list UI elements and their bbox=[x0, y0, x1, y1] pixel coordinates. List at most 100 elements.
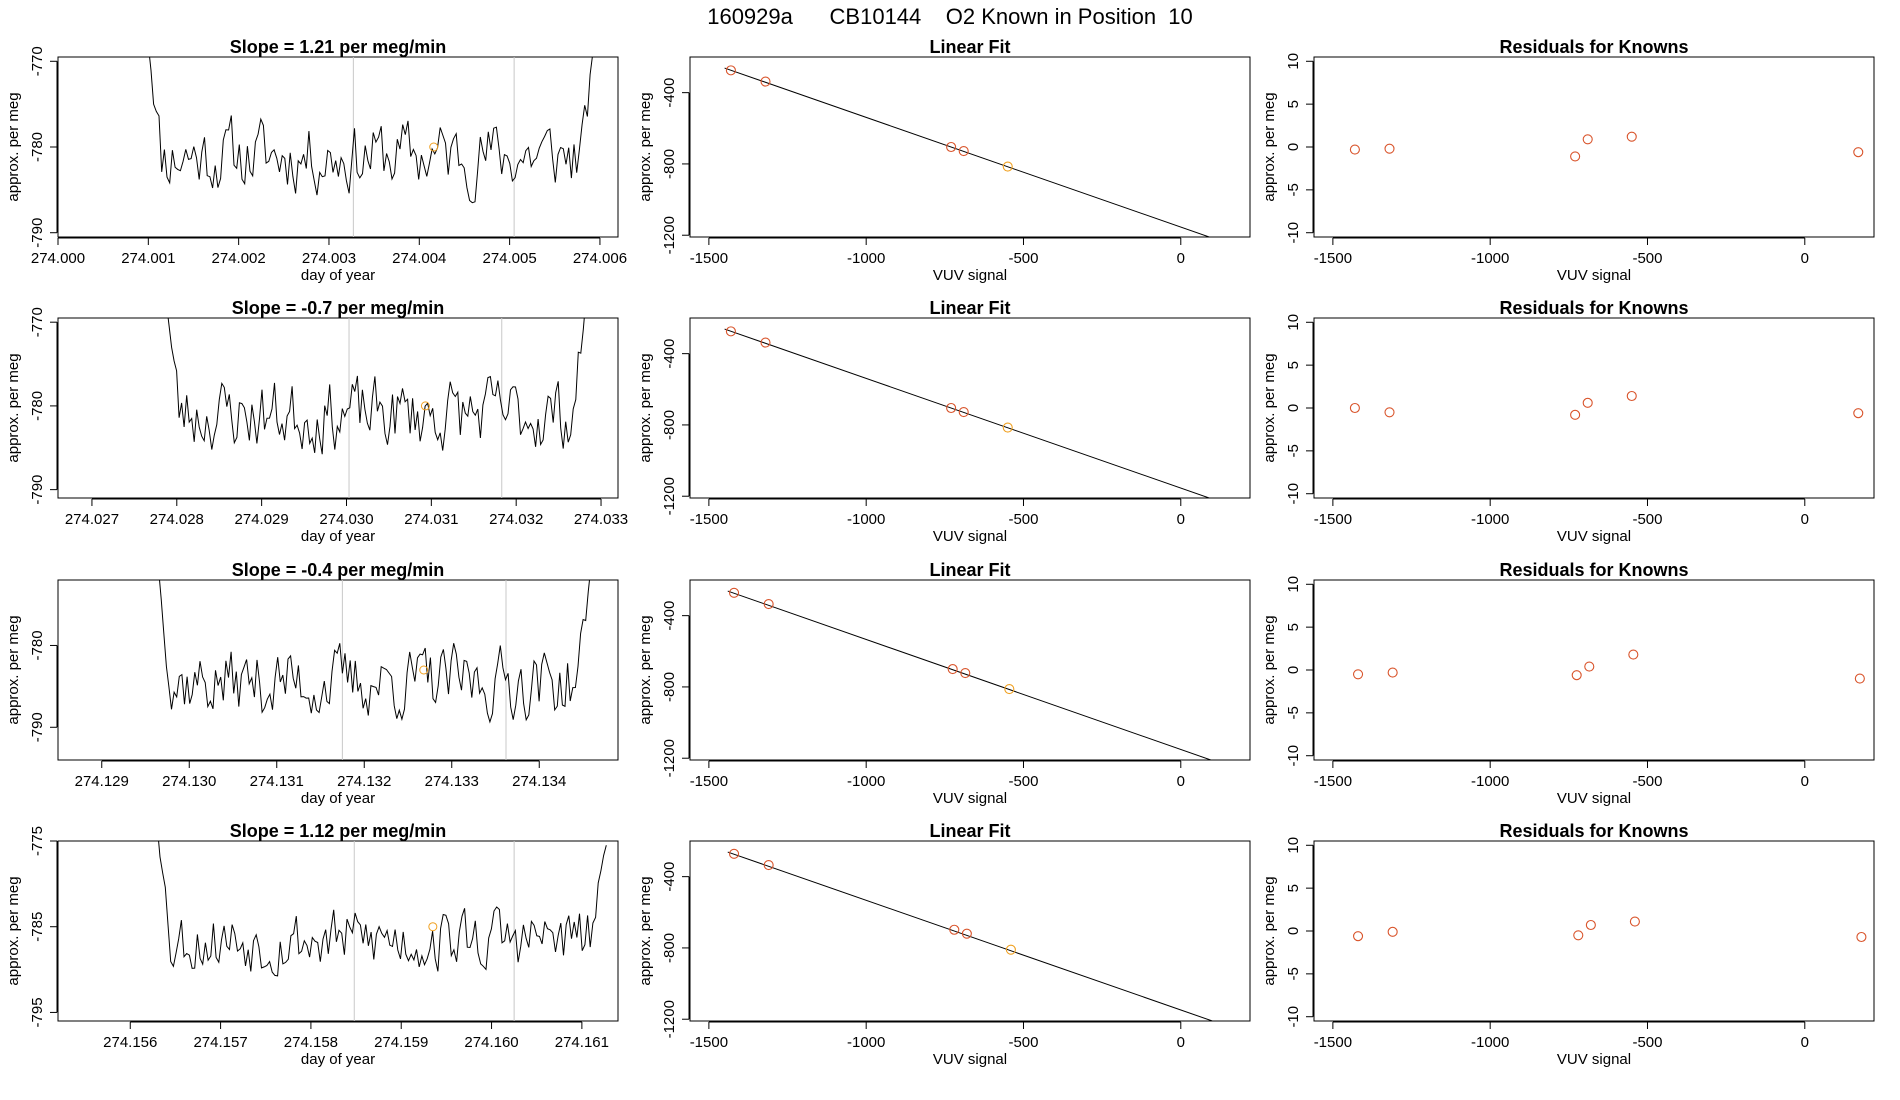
x-axis-label: day of year bbox=[301, 267, 375, 284]
highlight-point bbox=[419, 665, 429, 675]
data-point bbox=[947, 664, 958, 675]
plot-box bbox=[689, 840, 1251, 1022]
data-point bbox=[1352, 931, 1364, 942]
y-tick-label: -780 bbox=[29, 391, 46, 421]
data-point bbox=[1582, 134, 1593, 145]
x-tick-label: -1000 bbox=[1471, 773, 1509, 790]
chart-panel-fit-2: Linear Fit -1500 -1000 -500 0 VUV signal -1200… bbox=[637, 560, 1251, 807]
time-series-line bbox=[159, 580, 591, 724]
plot-area bbox=[727, 848, 1214, 1021]
x-tick-label: -1500 bbox=[1314, 773, 1352, 790]
x-axis-label: VUV signal bbox=[933, 790, 1007, 807]
data-point bbox=[946, 402, 957, 414]
x-tick-label: -1000 bbox=[847, 773, 885, 790]
data-point bbox=[760, 337, 771, 348]
chart-panel-time-2: Slope = -0.4 per meg/min 274.129 274.130 27… bbox=[5, 560, 619, 807]
data-point bbox=[725, 326, 736, 337]
chart-panel-resid-3: Residuals for Knowns -1500 -1000 -500 0 VUV s… bbox=[1261, 821, 1875, 1068]
x-tick-label: -1000 bbox=[847, 511, 885, 528]
y-tick-label: -400 bbox=[661, 601, 678, 631]
x-tick-label: 274.157 bbox=[193, 1034, 247, 1051]
y-tick-label: 5 bbox=[1285, 361, 1302, 369]
y-axis-label: approx. per meg bbox=[637, 615, 654, 724]
chart-title: Linear Fit bbox=[929, 298, 1010, 318]
x-tick-label: 274.004 bbox=[392, 250, 446, 267]
x-tick-label: 0 bbox=[1177, 250, 1185, 267]
plot-area bbox=[727, 587, 1213, 760]
y-tick-label: 10 bbox=[1285, 314, 1302, 331]
fit-line bbox=[727, 851, 1214, 1021]
time-series-line bbox=[158, 841, 607, 977]
chart-title: Residuals for Knowns bbox=[1499, 560, 1688, 580]
data-point bbox=[958, 407, 969, 418]
plot-box bbox=[689, 56, 1251, 238]
y-tick-label: 5 bbox=[1285, 100, 1302, 108]
x-tick-label: 274.005 bbox=[482, 250, 536, 267]
plot-box bbox=[1313, 317, 1875, 499]
plot-box bbox=[689, 317, 1251, 499]
data-point bbox=[725, 65, 736, 76]
x-tick-label: 274.132 bbox=[337, 773, 391, 790]
x-tick-label: 274.161 bbox=[555, 1034, 609, 1051]
highlight-point bbox=[1004, 684, 1015, 695]
chart-title: Linear Fit bbox=[929, 560, 1010, 580]
x-tick-label: -500 bbox=[1632, 250, 1662, 267]
data-point bbox=[1352, 669, 1364, 680]
x-tick-label: 274.130 bbox=[162, 773, 216, 790]
highlight-point bbox=[1002, 422, 1013, 433]
x-tick-label: 274.160 bbox=[464, 1034, 518, 1051]
x-tick-label: -1500 bbox=[1314, 511, 1352, 528]
y-tick-label: -5 bbox=[1285, 444, 1302, 457]
data-point bbox=[760, 76, 771, 87]
y-tick-label: 10 bbox=[1285, 576, 1302, 593]
data-point bbox=[763, 860, 774, 871]
y-tick-label: -10 bbox=[1285, 1006, 1302, 1028]
x-tick-label: -1500 bbox=[690, 250, 728, 267]
x-tick-label: -1000 bbox=[1471, 250, 1509, 267]
plot-box bbox=[57, 56, 619, 238]
x-tick-label: -1500 bbox=[690, 511, 728, 528]
chart-title: Residuals for Knowns bbox=[1499, 298, 1688, 318]
x-tick-label: 274.031 bbox=[404, 511, 458, 528]
plot-area bbox=[1352, 916, 1867, 943]
x-tick-label: -1000 bbox=[1471, 511, 1509, 528]
y-axis-label: approx. per meg bbox=[5, 92, 22, 201]
x-axis-label: day of year bbox=[301, 1051, 375, 1068]
y-axis-label: approx. per meg bbox=[1261, 353, 1278, 462]
x-tick-label: -500 bbox=[1008, 511, 1038, 528]
data-point bbox=[960, 667, 971, 679]
x-tick-label: 274.159 bbox=[374, 1034, 428, 1051]
data-point bbox=[1582, 397, 1593, 408]
y-tick-label: -5 bbox=[1285, 967, 1302, 980]
y-tick-label: -1200 bbox=[661, 739, 678, 777]
y-tick-label: -770 bbox=[29, 307, 46, 337]
plot-box bbox=[57, 317, 619, 499]
x-axis-label: VUV signal bbox=[1557, 267, 1631, 284]
data-point bbox=[949, 924, 960, 935]
x-tick-label: 274.030 bbox=[319, 511, 373, 528]
x-tick-label: 274.134 bbox=[512, 773, 566, 790]
y-tick-label: 0 bbox=[1285, 666, 1302, 674]
data-point bbox=[1573, 930, 1584, 941]
highlight-point bbox=[1005, 944, 1016, 955]
x-tick-label: 0 bbox=[1177, 511, 1185, 528]
chart-panel-fit-3: Linear Fit -1500 -1000 -500 0 VUV signal -1200… bbox=[637, 821, 1251, 1068]
x-axis-label: VUV signal bbox=[1557, 1051, 1631, 1068]
data-point bbox=[1349, 144, 1360, 155]
x-tick-label: 274.129 bbox=[75, 773, 129, 790]
plot-box bbox=[57, 840, 619, 1022]
x-tick-label: -1500 bbox=[690, 773, 728, 790]
data-point bbox=[728, 848, 740, 859]
x-tick-label: 274.131 bbox=[250, 773, 304, 790]
x-tick-label: -1000 bbox=[847, 1034, 885, 1051]
y-tick-label: -800 bbox=[661, 672, 678, 702]
data-point bbox=[1570, 409, 1581, 420]
chart-panel-time-3: Slope = 1.12 per meg/min 274.156 274.157 27… bbox=[5, 821, 619, 1068]
y-tick-label: -400 bbox=[661, 339, 678, 369]
y-tick-label: -785 bbox=[29, 912, 46, 942]
plot-box bbox=[57, 579, 619, 761]
x-tick-label: -500 bbox=[1632, 511, 1662, 528]
plot-area bbox=[149, 57, 593, 237]
x-tick-label: 274.003 bbox=[302, 250, 356, 267]
